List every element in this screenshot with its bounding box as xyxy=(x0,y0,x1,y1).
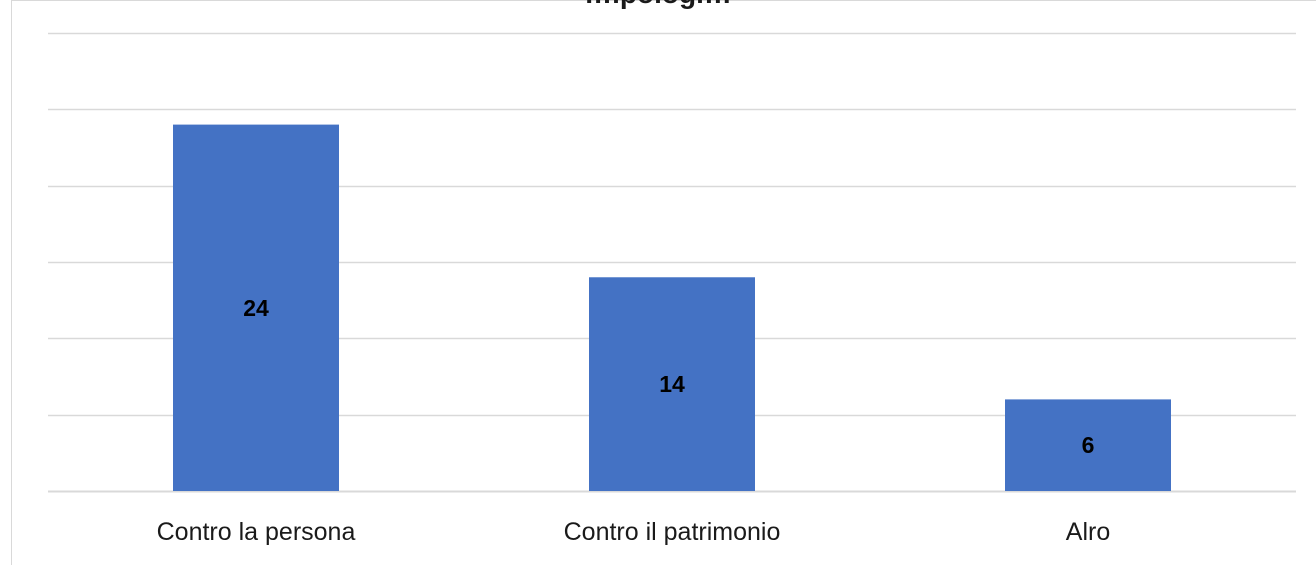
chart-title: …ipologi… xyxy=(0,0,1316,10)
bar xyxy=(589,277,755,491)
data-labels: 24 14 6 xyxy=(243,295,1094,458)
chart-frame xyxy=(11,0,1316,565)
data-label: 14 xyxy=(659,371,685,397)
data-label: 24 xyxy=(243,295,269,321)
bars xyxy=(173,124,1171,491)
x-tick-label: Contro la persona xyxy=(157,518,356,546)
x-axis-tick-labels: Contro la persona Contro il patrimonio Alr… xyxy=(157,518,1111,546)
x-tick-label: Alro xyxy=(1066,518,1110,546)
x-tick-label: Contro il patrimonio xyxy=(564,518,781,546)
bar xyxy=(1005,399,1171,491)
bar xyxy=(173,124,339,491)
data-label: 6 xyxy=(1082,432,1095,458)
